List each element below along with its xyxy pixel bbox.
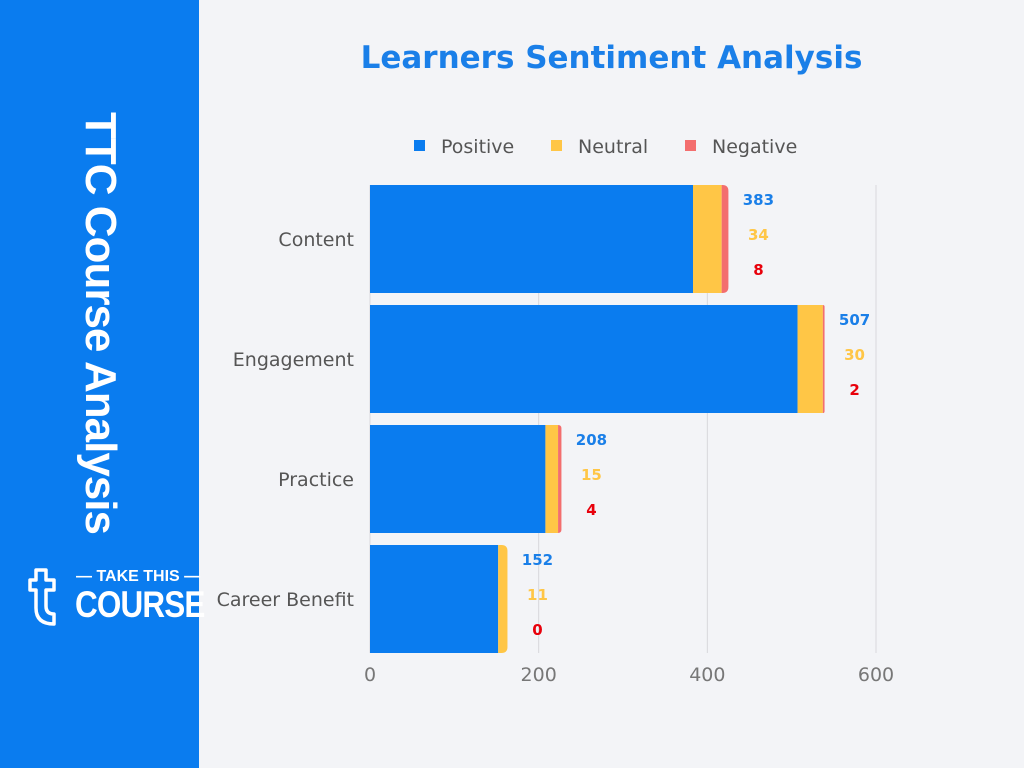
legend-swatch: [685, 140, 696, 151]
bar-segment-positive: [370, 305, 798, 413]
data-label-negative: 8: [753, 261, 763, 279]
data-label-positive: 152: [522, 551, 553, 569]
bar-segment-positive: [370, 185, 693, 293]
bar-segment-neutral: [797, 305, 823, 413]
x-tick-label: 600: [858, 664, 894, 686]
logo-t-icon: [28, 568, 56, 626]
legend-label: Positive: [441, 136, 514, 158]
data-label-positive: 507: [839, 311, 870, 329]
x-tick-label: 400: [689, 664, 725, 686]
take-this-course-logo: — TAKE THIS — COURSE: [24, 566, 205, 636]
x-tick-label: 200: [521, 664, 557, 686]
legend-label: Neutral: [578, 136, 648, 158]
bar-segment-positive: [370, 545, 499, 653]
data-label-neutral: 30: [844, 346, 865, 364]
sidebar: TTC Course Analysis — TAKE THIS — COURSE: [0, 0, 205, 768]
legend-label: Negative: [712, 136, 797, 158]
data-label-neutral: 34: [748, 226, 769, 244]
data-label-positive: 208: [576, 431, 607, 449]
bar-segment-positive: [370, 425, 546, 533]
bar-segment-negative: [558, 425, 562, 533]
category-label: Career Benefit: [217, 589, 354, 611]
category-label: Content: [278, 229, 354, 251]
bar-segment-negative: [822, 305, 825, 413]
data-label-neutral: 11: [527, 586, 548, 604]
chart-title: Learners Sentiment Analysis: [360, 40, 863, 76]
data-label-negative: 0: [532, 621, 542, 639]
data-label-negative: 2: [849, 381, 859, 399]
bar-segment-neutral: [545, 425, 559, 533]
data-label-neutral: 15: [581, 466, 602, 484]
data-label-positive: 383: [743, 191, 774, 209]
bar-segment-neutral: [498, 545, 508, 653]
bar-segment-negative: [721, 185, 729, 293]
bar-segment-neutral: [692, 185, 722, 293]
logo-course: COURSE: [75, 584, 205, 625]
data-label-negative: 4: [586, 501, 596, 519]
logo-take-this: — TAKE THIS —: [76, 568, 201, 585]
category-label: Engagement: [233, 349, 354, 371]
x-tick-label: 0: [364, 664, 376, 686]
category-label: Practice: [278, 469, 354, 491]
legend-swatch: [551, 140, 562, 151]
legend-swatch: [414, 140, 425, 151]
